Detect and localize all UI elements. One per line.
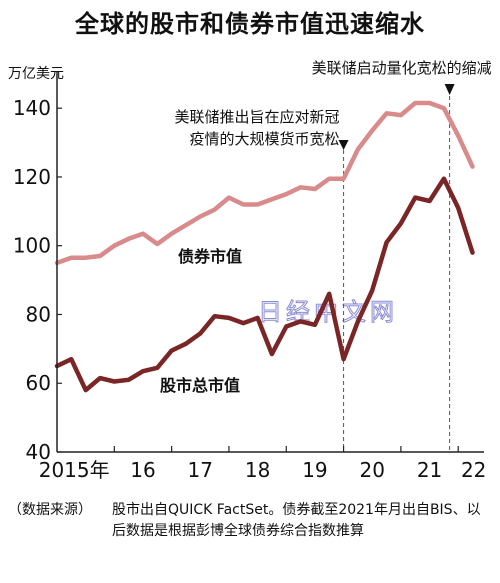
x-tick-label: 22 xyxy=(461,458,486,482)
y-axis-unit-label: 万亿美元 xyxy=(8,66,64,82)
annotation-text: 美联储启动量化宽松的缩减 xyxy=(312,59,492,77)
x-tick-label: 16 xyxy=(130,458,155,482)
y-tick-label: 60 xyxy=(26,371,51,395)
annotation-text: 美联储推出旨在应对新冠 xyxy=(175,108,340,126)
event-guidelines xyxy=(343,96,451,452)
source-text: 股市出自QUICK FactSet。债券截至2021年月出自BIS、以后数据是根… xyxy=(112,502,481,539)
series-lines xyxy=(54,100,475,393)
x-tick-label: 20 xyxy=(360,458,385,482)
x-tick-label: 21 xyxy=(417,458,442,482)
y-tick-label: 140 xyxy=(13,96,51,120)
source-label: （数据来源） xyxy=(8,502,92,518)
watermark-text: 日经中文网 xyxy=(258,298,398,326)
watermark: 日经中文网 xyxy=(258,298,398,327)
line-chart: 万亿美元 日经中文网 40 60 80 100 120 140 2015年 16 17 18 19 2… xyxy=(8,59,492,482)
series-line-2 xyxy=(54,176,475,393)
y-tick-label: 80 xyxy=(26,302,51,326)
x-tick-label: 18 xyxy=(245,458,270,482)
x-tick-label: 2015年 xyxy=(39,458,110,482)
x-tick-label: 19 xyxy=(302,458,327,482)
annotation-marker xyxy=(338,140,349,150)
annotation-marker xyxy=(444,84,455,95)
annotation-text: 疫情的大规模货币宽松 xyxy=(190,130,340,148)
y-tick-label: 40 xyxy=(26,440,51,464)
axes: 40 60 80 100 120 140 2015年 16 17 18 19 20 21 22 xyxy=(13,71,486,482)
series-line-1 xyxy=(54,100,475,266)
chart-title: 全球的股市和债券市值迅速缩水 xyxy=(75,10,425,38)
series-label-bonds: 债券市值 xyxy=(178,247,242,266)
series-label-stocks: 股市总市值 xyxy=(160,376,240,395)
y-tick-label: 100 xyxy=(13,234,51,258)
x-tick-label: 17 xyxy=(188,458,213,482)
y-tick-label: 120 xyxy=(13,165,51,189)
